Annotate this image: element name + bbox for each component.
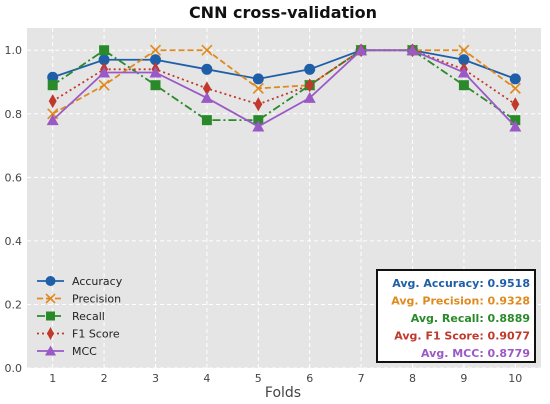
data-point-recall	[99, 45, 110, 56]
data-point-recall	[201, 115, 212, 126]
data-point-precision	[98, 79, 110, 91]
legend-label: Recall	[72, 310, 105, 323]
legend-item-f1-score: F1 Score	[37, 327, 120, 341]
x-marker-stroke	[47, 108, 59, 120]
y-tick-label: 1.0	[5, 44, 23, 57]
x-axis-title: Folds	[265, 385, 301, 401]
data-point-mcc	[46, 114, 59, 126]
x-marker-stroke	[149, 44, 162, 56]
legend-item-precision: Precision	[37, 293, 121, 306]
data-point-mcc	[149, 66, 162, 78]
data-point-precision	[201, 44, 213, 56]
x-marker-stroke	[45, 293, 56, 304]
x-tick-label: 2	[101, 372, 108, 385]
x-tick-label: 9	[460, 372, 467, 385]
averages-box: Avg. Accuracy: 0.9518 Avg. Precision: 0.9…	[376, 269, 536, 363]
legend-label: Precision	[72, 293, 121, 306]
data-point-recall	[510, 115, 521, 126]
data-point-mcc	[98, 66, 111, 78]
data-point-accuracy	[201, 63, 213, 75]
average-label: Avg. Precision: 0.9328	[391, 295, 530, 308]
series-line-mcc	[52, 49, 516, 128]
legend-item-mcc: MCC	[37, 345, 97, 358]
y-tick-label: 0.4	[5, 235, 23, 248]
data-point-f1-score	[202, 81, 211, 96]
x-tick-label: 5	[255, 372, 262, 385]
data-point-precision	[252, 82, 264, 94]
legend-marker	[45, 276, 56, 286]
series-accuracy	[47, 44, 521, 85]
legend: Accuracy Precision Recall F1 Score MCC	[37, 275, 123, 358]
average-label: Avg. Recall: 0.8889	[411, 312, 530, 325]
average-label: Avg. F1 Score: 0.9077	[394, 330, 530, 343]
series-line-accuracy	[52, 49, 516, 80]
x-tick-label: 8	[409, 372, 416, 385]
data-point-mcc	[303, 91, 316, 103]
legend-marker	[45, 293, 56, 304]
data-point-accuracy	[304, 63, 316, 75]
data-point-recall	[47, 80, 58, 91]
legend-label: F1 Score	[72, 328, 120, 341]
data-point-recall	[253, 115, 264, 126]
data-point-f1-score	[254, 97, 263, 112]
y-tick-label: 0.6	[5, 171, 23, 184]
data-point-recall	[150, 80, 161, 91]
data-point-mcc	[457, 66, 470, 78]
data-point-mcc	[406, 44, 419, 56]
data-point-mcc	[509, 120, 522, 132]
x-marker-stroke	[201, 44, 213, 56]
series-line-precision	[52, 49, 516, 115]
data-point-f1-score	[511, 97, 520, 112]
x-marker-stroke	[458, 44, 470, 56]
data-point-precision	[149, 44, 162, 56]
data-point-accuracy	[252, 73, 264, 85]
data-point-precision	[509, 82, 521, 94]
x-tick-label: 1	[49, 372, 56, 385]
average-label: Avg. Accuracy: 0.9518	[392, 277, 530, 290]
x-tick-label: 4	[203, 372, 210, 385]
series-line-f1-score	[52, 49, 516, 106]
x-tick-label: 7	[358, 372, 365, 385]
data-point-precision	[458, 44, 470, 56]
series-lines	[46, 43, 522, 132]
x-tick-label: 6	[306, 372, 313, 385]
x-tick-label: 10	[508, 372, 522, 385]
legend-marker	[46, 311, 55, 321]
data-point-mcc	[355, 44, 368, 56]
legend-label: Accuracy	[72, 275, 123, 288]
legend-label: MCC	[72, 345, 97, 358]
data-point-mcc	[252, 120, 265, 132]
average-label: Avg. MCC: 0.8779	[421, 347, 530, 360]
series-line-recall	[52, 49, 516, 122]
averages-box-border	[376, 269, 536, 363]
legend-item-accuracy: Accuracy	[37, 275, 123, 288]
y-tick-label: 0.0	[5, 362, 23, 375]
legend-marker	[47, 327, 54, 340]
series-mcc	[46, 44, 522, 132]
x-marker-stroke	[98, 79, 110, 91]
data-point-accuracy	[509, 73, 521, 85]
legend-marker	[45, 345, 56, 356]
x-marker-stroke	[509, 82, 521, 94]
data-point-recall	[458, 80, 469, 91]
data-point-f1-score	[305, 78, 314, 93]
chart-title: CNN cross-validation	[189, 3, 377, 22]
y-tick-label: 0.8	[5, 108, 23, 121]
data-point-f1-score	[48, 94, 57, 109]
data-point-mcc	[200, 91, 213, 103]
axis-ticks: 0.0 0.2 0.4 0.6 0.8 1.0 1 2 3 4 5 6 7 8 9 10	[5, 44, 523, 385]
legend-item-recall: Recall	[37, 310, 105, 323]
y-tick-label: 0.2	[5, 298, 23, 311]
x-marker-stroke	[252, 82, 264, 94]
x-tick-label: 3	[152, 372, 159, 385]
